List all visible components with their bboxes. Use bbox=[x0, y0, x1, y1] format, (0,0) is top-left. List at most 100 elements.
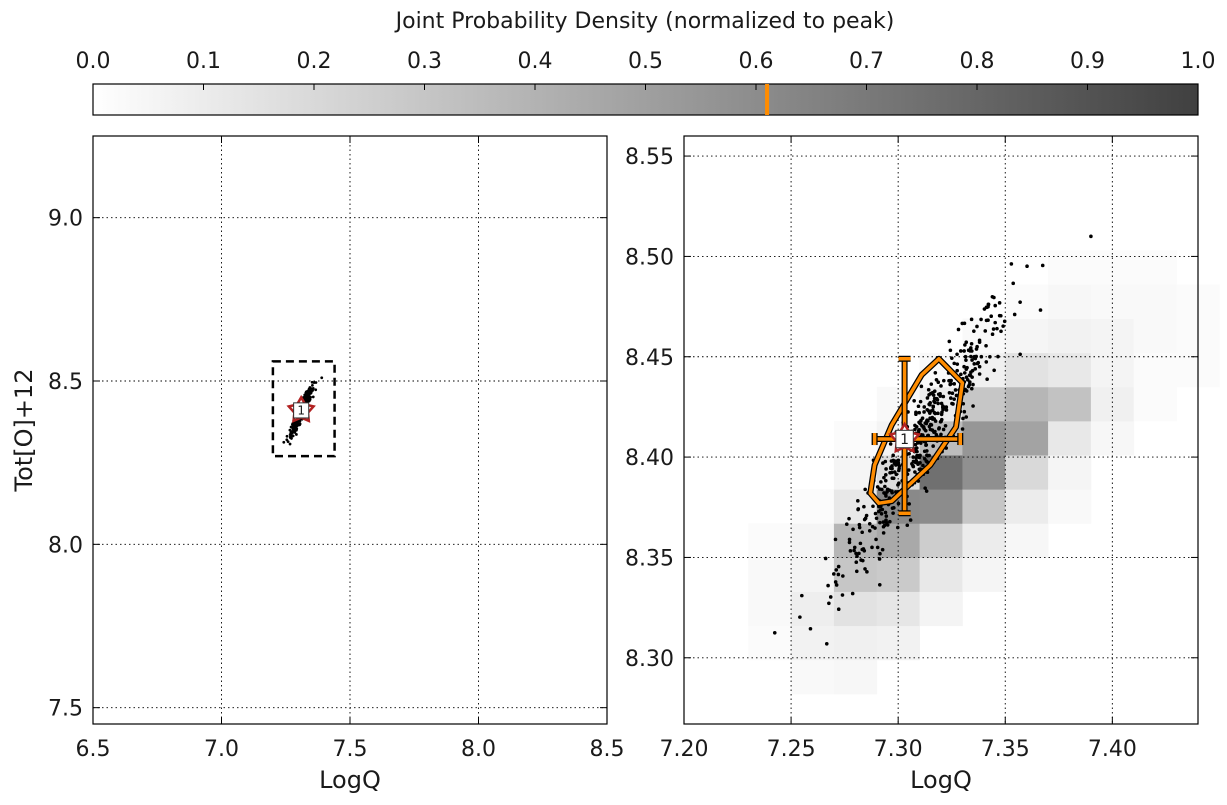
data-point bbox=[919, 384, 924, 389]
data-point bbox=[948, 382, 952, 387]
data-point bbox=[880, 547, 885, 552]
data-point bbox=[986, 304, 990, 309]
data-point bbox=[934, 396, 939, 401]
x-tick-label: 7.35 bbox=[981, 737, 1030, 762]
data-point bbox=[772, 630, 777, 635]
data-point bbox=[879, 480, 883, 484]
data-point bbox=[917, 410, 922, 415]
data-point bbox=[833, 537, 838, 542]
data-point bbox=[320, 376, 324, 380]
data-point bbox=[936, 392, 941, 397]
data-point bbox=[883, 473, 888, 477]
right-tick-labels: 7.20 7.25 7.30 7.35 7.40 8.30 8.35 8.40 8.45 8.50… bbox=[625, 136, 1198, 762]
data-point bbox=[952, 361, 957, 366]
data-point bbox=[976, 360, 981, 365]
data-point bbox=[874, 537, 878, 542]
data-point bbox=[928, 391, 933, 396]
data-point bbox=[991, 327, 996, 331]
data-point bbox=[939, 419, 943, 424]
colorbar-tick-label: 0.6 bbox=[739, 49, 774, 74]
data-point bbox=[878, 520, 882, 525]
data-point bbox=[877, 487, 882, 491]
density-cell bbox=[1005, 489, 1049, 524]
data-point bbox=[878, 508, 883, 512]
data-point bbox=[966, 348, 971, 352]
data-point bbox=[979, 317, 983, 322]
data-point bbox=[962, 371, 967, 375]
data-point bbox=[865, 570, 869, 574]
data-point bbox=[852, 548, 856, 553]
data-point bbox=[924, 459, 929, 463]
data-point bbox=[282, 440, 286, 444]
data-point bbox=[1038, 308, 1043, 312]
left-panel: 1 6.5 7.0 7.5 8.0 8.5 7.5 8.0 8.5 9.0 LogQ Tot[O… bbox=[10, 135, 625, 794]
data-point bbox=[959, 372, 963, 377]
data-point bbox=[288, 436, 292, 439]
data-point bbox=[863, 567, 867, 571]
data-point bbox=[827, 601, 831, 606]
data-point bbox=[939, 401, 944, 406]
zoom-region-box bbox=[271, 360, 336, 458]
data-point bbox=[847, 540, 852, 545]
data-point bbox=[288, 442, 292, 446]
data-point bbox=[891, 453, 896, 458]
data-point bbox=[882, 475, 886, 480]
density-cell bbox=[962, 318, 1006, 354]
marker-label: 1 bbox=[297, 404, 305, 418]
density-cell bbox=[1005, 318, 1049, 354]
data-point bbox=[918, 453, 922, 458]
data-point bbox=[311, 387, 315, 390]
data-point bbox=[892, 506, 896, 510]
data-point bbox=[960, 427, 965, 431]
data-point bbox=[826, 583, 830, 588]
data-point bbox=[874, 516, 879, 521]
data-point bbox=[918, 460, 922, 465]
data-point bbox=[965, 377, 970, 382]
data-point bbox=[933, 419, 938, 423]
data-point bbox=[969, 341, 974, 346]
data-point bbox=[311, 395, 315, 399]
data-point bbox=[972, 356, 976, 360]
data-point bbox=[982, 307, 987, 311]
data-point bbox=[915, 449, 919, 454]
data-point bbox=[884, 467, 888, 471]
data-point bbox=[870, 545, 874, 550]
colorbar-tick-label: 0.2 bbox=[297, 49, 332, 74]
data-point bbox=[925, 396, 930, 400]
density-cell bbox=[1133, 284, 1177, 320]
density-cell bbox=[1005, 386, 1049, 422]
data-point bbox=[997, 301, 1002, 305]
data-point bbox=[294, 426, 298, 430]
data-point bbox=[891, 511, 895, 515]
data-point bbox=[964, 358, 968, 362]
data-point bbox=[918, 421, 922, 426]
data-point bbox=[885, 523, 890, 527]
data-point bbox=[861, 558, 865, 563]
data-point bbox=[934, 377, 939, 382]
data-point bbox=[939, 384, 943, 388]
data-point bbox=[851, 527, 855, 532]
data-point bbox=[969, 317, 974, 322]
data-point bbox=[993, 303, 998, 308]
data-point bbox=[889, 459, 894, 463]
data-point bbox=[877, 582, 882, 587]
data-point bbox=[931, 405, 935, 409]
data-point bbox=[979, 354, 984, 359]
y-tick-label: 8.35 bbox=[625, 546, 674, 571]
data-point bbox=[862, 504, 866, 509]
data-point bbox=[944, 405, 949, 409]
data-point bbox=[897, 468, 901, 473]
data-point bbox=[989, 314, 994, 318]
data-point bbox=[950, 356, 954, 360]
data-point bbox=[912, 399, 916, 403]
data-point bbox=[884, 514, 889, 518]
data-point bbox=[840, 593, 845, 597]
y-tick-label: 8.40 bbox=[625, 446, 674, 471]
colorbar-title: Joint Probability Density (normalized to… bbox=[394, 9, 895, 34]
data-point bbox=[1018, 300, 1022, 304]
data-point bbox=[848, 549, 853, 553]
data-point bbox=[808, 626, 813, 631]
data-point bbox=[990, 332, 995, 337]
data-point bbox=[950, 391, 955, 395]
data-point bbox=[905, 523, 910, 528]
